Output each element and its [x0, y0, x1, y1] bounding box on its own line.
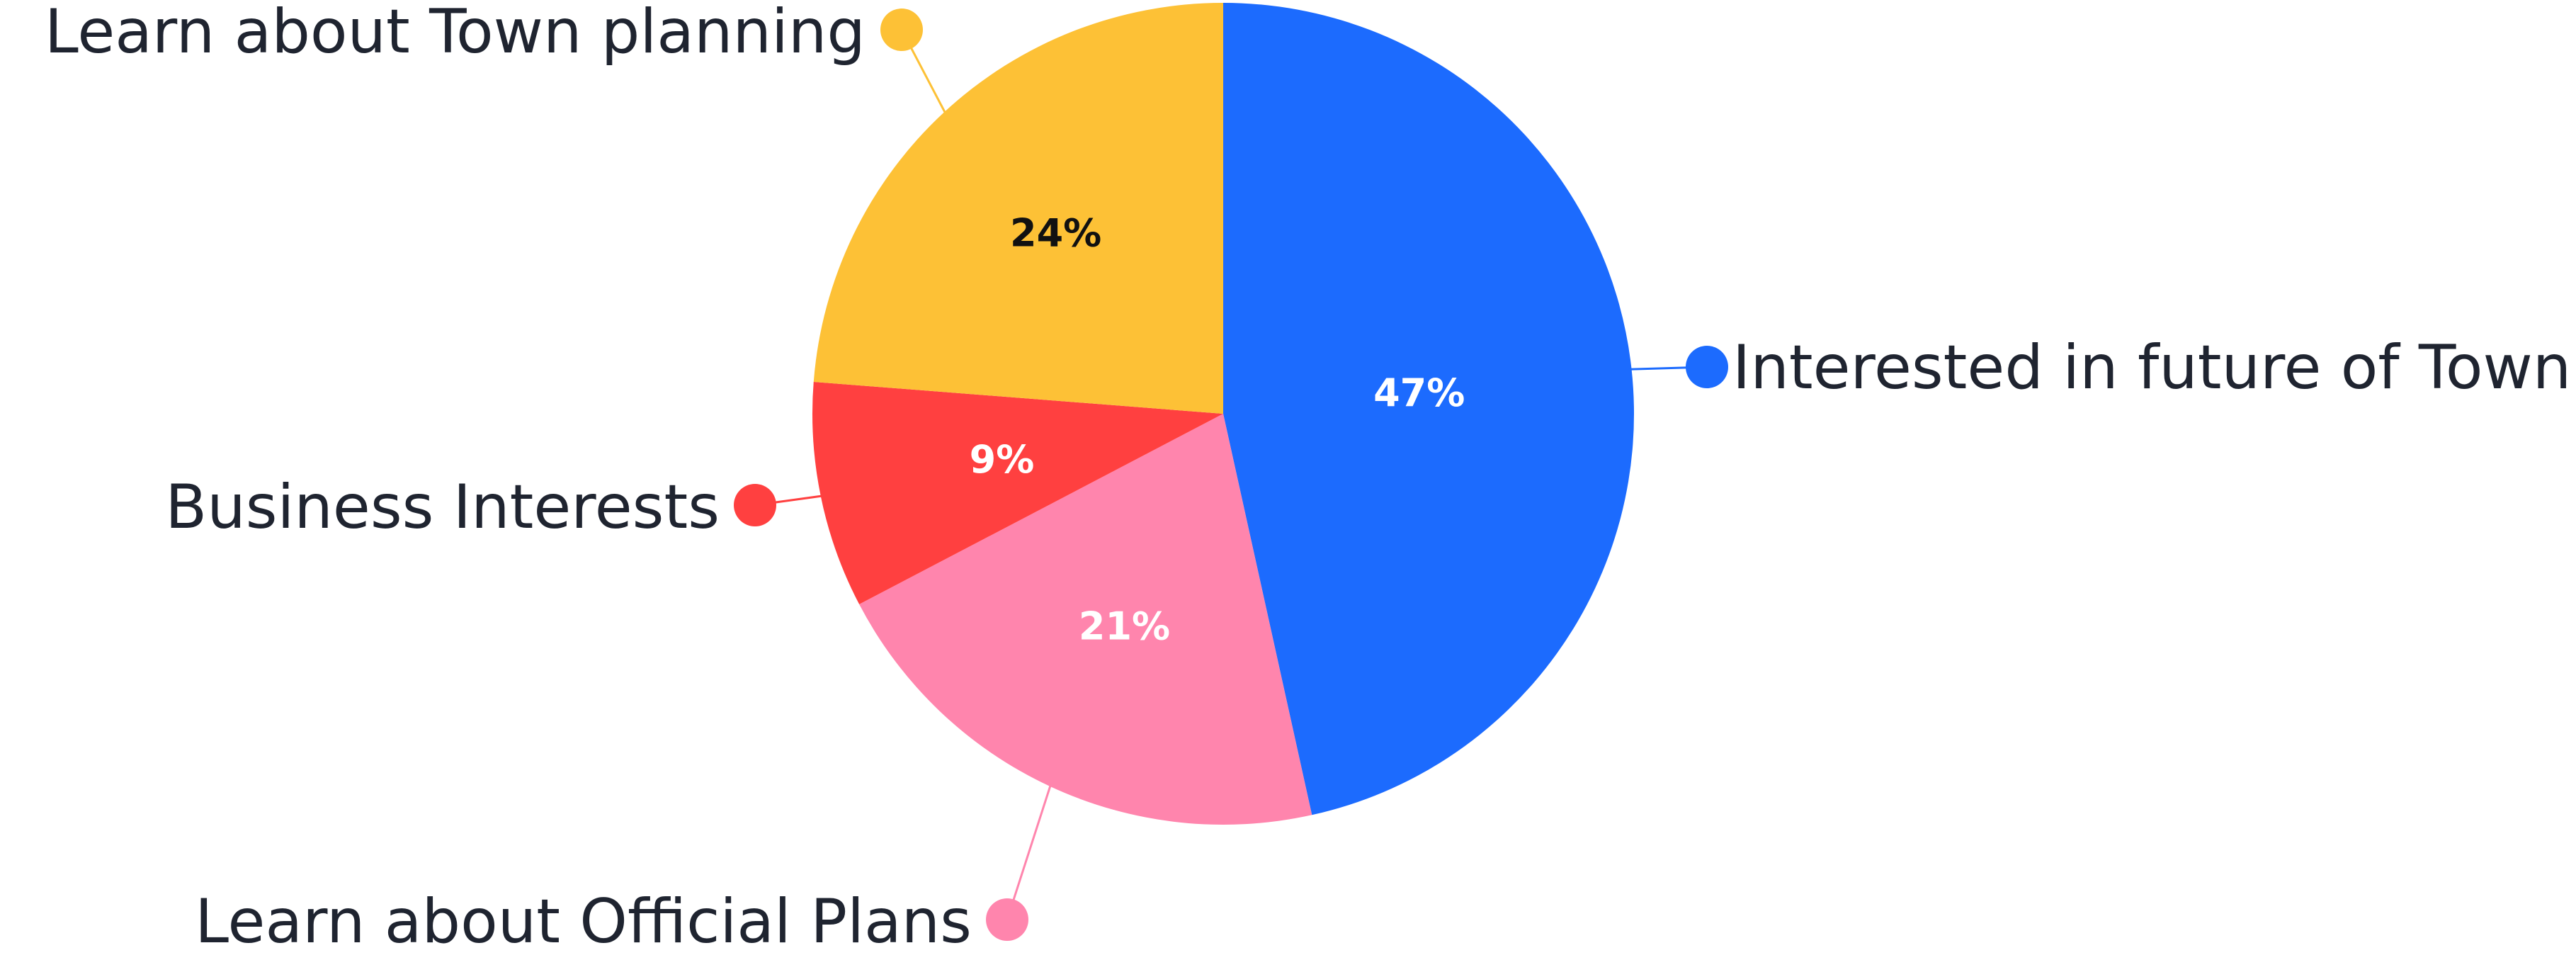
legend-dot-business-interests — [734, 484, 776, 526]
slice-value-label-learn-about-official-plans: 21% — [1079, 604, 1170, 649]
slice-value-label-interested-in-future-of-town: 47% — [1373, 371, 1465, 415]
pie-slice-learn-about-town-planning — [813, 3, 1223, 414]
callout-leader-learn-about-official-plans — [1006, 784, 1052, 920]
legend-label-interested-in-future-of-town: Interested in future of Town — [1732, 332, 2571, 403]
legend-dot-learn-about-official-plans — [986, 898, 1028, 941]
legend-label-business-interests: Business Interests — [165, 472, 720, 543]
slice-value-label-learn-about-town-planning: 24% — [1010, 211, 1101, 256]
legend-dot-learn-about-town-planning — [880, 9, 923, 51]
slice-value-label-business-interests: 9% — [970, 437, 1035, 482]
pie-slice-learn-about-official-plans — [859, 414, 1312, 825]
legend-label-learn-about-official-plans: Learn about Official Plans — [195, 886, 972, 957]
pie-slice-interested-in-future-of-town — [1223, 3, 1635, 815]
pie-slice-business-interests — [812, 381, 1223, 604]
legend-dot-interested-in-future-of-town — [1686, 346, 1728, 388]
legend-label-learn-about-town-planning: Learn about Town planning — [45, 0, 866, 67]
